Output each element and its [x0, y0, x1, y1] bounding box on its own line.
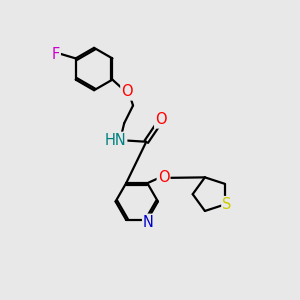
Text: O: O [158, 170, 170, 185]
Text: O: O [155, 112, 167, 128]
Text: O: O [121, 85, 133, 100]
Text: S: S [222, 197, 232, 212]
Text: N: N [143, 215, 154, 230]
Text: HN: HN [104, 133, 126, 148]
Text: F: F [52, 46, 60, 62]
